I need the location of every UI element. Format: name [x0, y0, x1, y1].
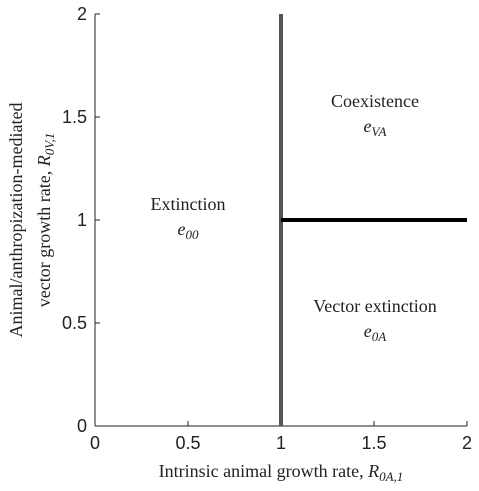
y-tick-label: 1.5	[62, 107, 87, 127]
y-label-subscript: 0V,1	[42, 133, 57, 156]
y-label-line: Animal/anthropization-mediated	[6, 103, 26, 338]
x-tick-label: 1	[276, 433, 286, 453]
annotation-subscript: 0A	[372, 329, 387, 344]
x-label-symbol: R	[367, 461, 379, 481]
x-label-text: Intrinsic animal growth rate,	[159, 461, 368, 481]
y-tick-label: 0	[77, 416, 87, 436]
x-tick-label: 1.5	[361, 433, 386, 453]
y-label-text: vector growth rate,	[34, 166, 54, 307]
y-label: Animal/anthropization-mediated vector gro…	[6, 103, 57, 338]
annotation-text: Vector extinction	[313, 296, 436, 316]
y-label-line: vector growth rate, R0V,1	[34, 133, 57, 307]
y-tick-label: 1	[77, 210, 87, 230]
x-tick-label: 0	[90, 433, 100, 453]
annotation-text: Extinction	[151, 194, 226, 214]
annotation-symbol-base: e	[178, 219, 186, 239]
x-tick-label: 2	[462, 433, 472, 453]
y-tick-label: 0.5	[62, 313, 87, 333]
annotation-subscript: 00	[186, 227, 200, 242]
annotation-symbol: e0A	[364, 321, 387, 344]
annotation-text: Coexistence	[331, 91, 419, 111]
x-label: Intrinsic animal growth rate, R0A,1	[159, 461, 404, 484]
annotation-subscript: VA	[372, 124, 387, 139]
x-tick-label: 0.5	[175, 433, 200, 453]
annotation-symbol-base: e	[364, 321, 372, 341]
annotation-symbol: e00	[178, 219, 200, 242]
y-label-symbol: R	[34, 155, 54, 167]
x-label-subscript: 0A,1	[379, 469, 403, 484]
y-tick-label: 2	[77, 4, 87, 24]
annotation-symbol-base: e	[364, 116, 372, 136]
annotation-symbol: eVA	[364, 116, 387, 139]
